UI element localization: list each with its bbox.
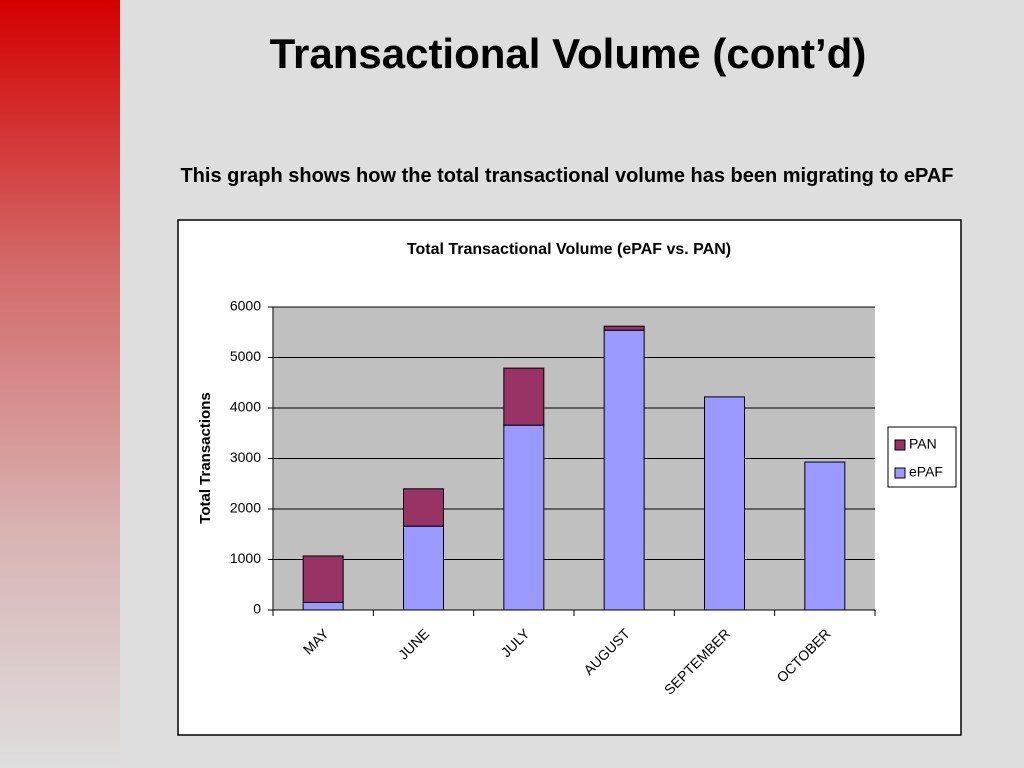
side-bar: [0, 0, 120, 768]
y-tick-label: 0: [253, 601, 261, 617]
y-tick-label: 6000: [230, 298, 261, 314]
bar-segment: [804, 461, 846, 611]
bar-segment: [403, 488, 444, 527]
y-tick-label: 4000: [230, 399, 261, 415]
legend-label: ePAF: [909, 464, 943, 480]
y-tick-label: 3000: [230, 449, 261, 465]
bar-segment: [302, 601, 344, 611]
bar-segment: [704, 396, 745, 611]
slide-subtitle: This graph shows how the total transacti…: [180, 165, 954, 187]
bar-segment: [302, 555, 344, 603]
slide-title: Transactional Volume (cont’d): [269, 30, 867, 77]
bar-segment: [503, 424, 545, 611]
chart-title: Total Transactional Volume (ePAF vs. PAN…: [407, 241, 731, 258]
y-tick-label: 1000: [230, 550, 261, 566]
bar-segment: [503, 367, 545, 426]
y-tick-label: 2000: [230, 500, 261, 516]
bar-segment: [603, 329, 645, 611]
y-tick-label: 5000: [230, 348, 261, 364]
y-axis-label: Total Transactions: [197, 392, 214, 523]
bar-segment: [403, 525, 444, 611]
legend-label: PAN: [909, 436, 937, 452]
bar-segment: [603, 325, 645, 331]
legend-swatch: [894, 439, 906, 451]
legend-swatch: [894, 467, 906, 479]
